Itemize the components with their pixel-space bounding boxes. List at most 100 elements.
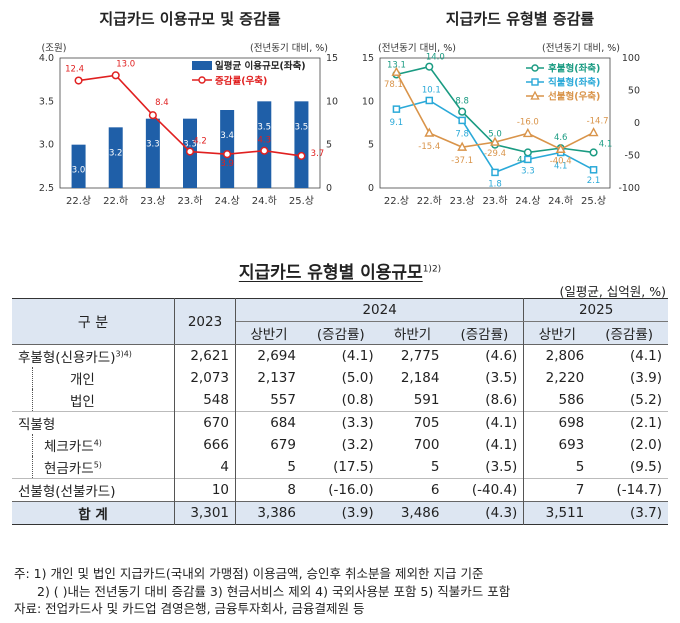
y-right-axis-label: (전년동기 대비, %) <box>250 43 328 54</box>
x-tick-label: 22.하 <box>103 194 128 207</box>
series-data-label: 2.1 <box>587 176 601 186</box>
table-cell: 3,486 <box>379 501 446 525</box>
table-unit: (일평균, 십억원, %) <box>559 284 666 299</box>
bar <box>71 144 86 188</box>
legend-line-marker <box>198 76 206 84</box>
y-right-tick-label: -100 <box>618 183 640 194</box>
y-right-axis-label: (전년동기 대비, %) <box>542 43 620 54</box>
bar <box>108 127 123 188</box>
row-footnote-mark: 3)4) <box>115 349 132 359</box>
x-tick-label: 24.하 <box>252 194 277 207</box>
table-cell: 10 <box>174 478 236 502</box>
table-cell: 2,137 <box>257 370 296 386</box>
note-2: 2) ( )내는 전년동기 대비 증감률 3) 현금서비스 제외 4) 국외사용… <box>37 583 511 599</box>
series-data-label: 8.8 <box>455 97 469 107</box>
row-label: 법인 <box>12 389 175 412</box>
series-data-label: 1.8 <box>488 179 502 189</box>
series-point <box>458 116 466 125</box>
rate-point <box>297 151 306 160</box>
table-cell: (5.0) <box>341 370 374 386</box>
rate-point <box>111 71 120 80</box>
table-cell: (3.9) <box>629 370 662 386</box>
series-data-label: -29.4 <box>484 149 506 159</box>
table-cell: (4.1) <box>445 434 525 456</box>
y-left-tick-label: 3.5 <box>39 96 54 107</box>
indent-guide <box>32 456 33 478</box>
table-cell: 548 <box>174 389 236 412</box>
series-data-label: 4.1 <box>554 161 568 171</box>
table-cell: (-16.0) <box>328 482 374 498</box>
y-left-tick-label: 5 <box>368 140 374 151</box>
row-label-text: 선불형(선불카드) <box>18 484 116 500</box>
x-tick-label: 23.상 <box>140 195 165 207</box>
series-data-label: 78.1 <box>384 80 403 90</box>
indent-guide <box>32 367 33 389</box>
series-data-label: -40.4 <box>550 156 572 166</box>
legend-label: 선불형(우축) <box>548 91 600 103</box>
x-tick-label: 22.상 <box>66 195 91 207</box>
rate-point <box>185 147 195 156</box>
series-point <box>391 66 402 76</box>
row-footnote-mark: 5) <box>93 460 102 470</box>
legend-label: 직불형(좌축) <box>548 77 600 89</box>
row-label-text: 체크카드 <box>44 439 94 455</box>
x-tick-label: 24.상 <box>215 195 240 207</box>
y-right-tick-label: 15 <box>326 53 338 64</box>
row-label-text: 법인 <box>70 394 95 410</box>
year-2023-header: 2023 <box>174 298 236 345</box>
table-cell: (17.5) <box>333 459 374 475</box>
table-cell: 2,775 <box>400 348 440 364</box>
x-tick-label: 23.하 <box>482 194 507 207</box>
series-point <box>425 62 434 71</box>
table-title: 지급카드 유형별 이용규모1)2) <box>238 263 442 283</box>
row-label-text: 개인 <box>70 372 95 388</box>
series-point <box>589 166 598 174</box>
series-point <box>458 107 467 116</box>
bar <box>145 118 160 188</box>
table-row: 현금카드5) 4 5 (17.5) 5 (3.5) 5 (9.5) <box>12 456 668 479</box>
rate-point <box>74 76 83 85</box>
h1-2024-header: 상반기 <box>235 321 302 345</box>
row-label: 직불형 <box>12 411 175 434</box>
table-cell: 5 <box>575 459 585 475</box>
legend-bar-swatch <box>192 61 212 70</box>
bar-data-label: 3.3 <box>146 140 160 150</box>
rate-point <box>260 146 269 155</box>
series-point <box>490 136 500 146</box>
legend-bar-label: 일평균 이용규모(좌축) <box>215 60 306 72</box>
series-data-label: 3.3 <box>521 166 535 176</box>
table-cell: 586 <box>558 392 585 408</box>
table-cell: 2,073 <box>174 367 236 389</box>
bar <box>257 101 272 188</box>
year-2025-header: 2025 <box>523 298 668 322</box>
series-point <box>524 155 532 164</box>
row-label: 개인 <box>12 367 175 389</box>
row-label-text: 후불형(신용카드) <box>18 350 116 366</box>
table-cell: 6 <box>430 482 440 498</box>
footnotes: 주: 1) 개인 및 법인 지급카드(국내외 가맹점) 이용금액, 승인후 취소… <box>14 565 510 618</box>
y-left-tick-label: 3.0 <box>39 140 54 151</box>
row-label-text: 합 계 <box>78 507 108 523</box>
table-cell: 3,511 <box>523 501 591 525</box>
table-cell: 666 <box>174 434 236 456</box>
year-2024-header: 2024 <box>235 298 525 322</box>
table-cell: 2,184 <box>400 370 440 386</box>
table-cell: 670 <box>174 411 236 434</box>
bar-data-label: 3.5 <box>258 122 272 132</box>
series-data-label: 9.1 <box>390 118 404 128</box>
series-data-label: 13.1 <box>387 60 406 70</box>
table-cell: 2,694 <box>257 348 296 364</box>
row-label: 체크카드4) <box>12 434 175 456</box>
series-point <box>522 127 533 138</box>
table-cell: 3,301 <box>174 501 236 525</box>
x-tick-label: 23.상 <box>450 195 475 207</box>
legend-label: 후불형(좌축) <box>548 63 600 75</box>
table-cell: 2,806 <box>545 348 585 364</box>
y-left-tick-label: 4.0 <box>39 53 54 64</box>
table-cell: (8.6) <box>445 389 525 412</box>
series-data-label: 10.1 <box>422 85 441 95</box>
x-tick-label: 23.하 <box>177 194 202 207</box>
y-left-axis-label: (전년동기 대비, %) <box>378 43 456 54</box>
table-cell: (-40.4) <box>445 478 525 502</box>
table-row: 개인 2,073 2,137 (5.0) 2,184 (3.5) 2,220 (3.9) <box>12 367 668 389</box>
